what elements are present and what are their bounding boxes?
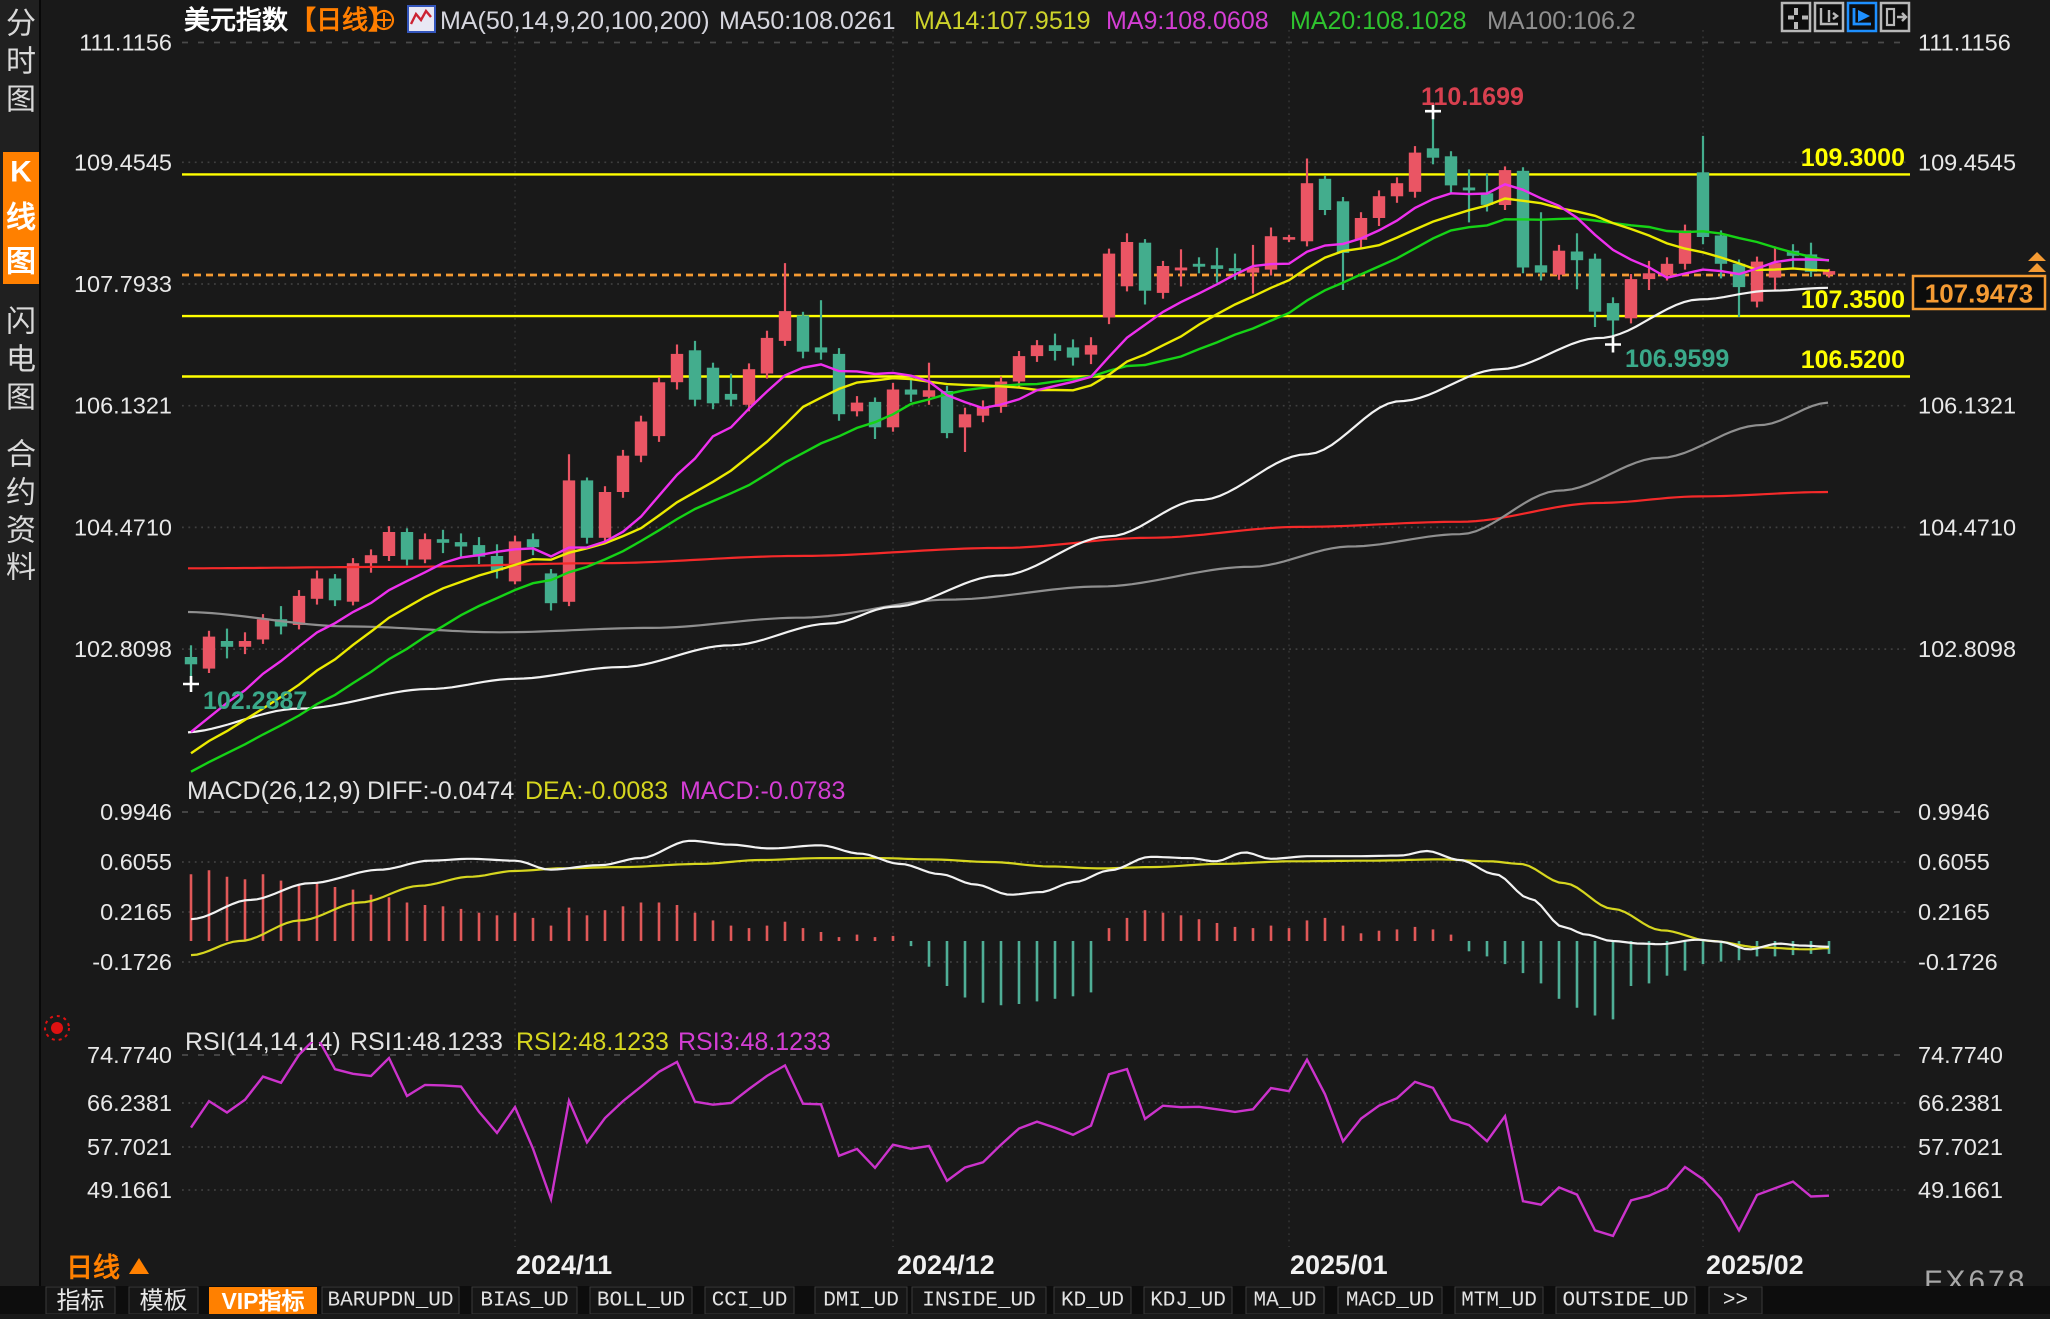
svg-text:>>: >>: [1723, 1290, 1748, 1313]
svg-text:74.7740: 74.7740: [1918, 1042, 2003, 1068]
svg-text:0.9946: 0.9946: [1918, 799, 1990, 825]
svg-text:OUTSIDE_UD: OUTSIDE_UD: [1562, 1290, 1688, 1313]
svg-text:106.5200: 106.5200: [1801, 346, 1905, 374]
svg-text:MA14:107.9519: MA14:107.9519: [914, 7, 1091, 35]
svg-text:BIAS_UD: BIAS_UD: [480, 1290, 568, 1313]
svg-text:RSI1:48.1233: RSI1:48.1233: [350, 1028, 503, 1056]
svg-text:MACD:-0.0783: MACD:-0.0783: [680, 777, 845, 805]
svg-text:106.1321: 106.1321: [1918, 393, 2016, 419]
svg-text:111.1156: 111.1156: [1918, 30, 2011, 56]
svg-text:MA(50,14,9,20,100,200): MA(50,14,9,20,100,200): [440, 7, 710, 35]
svg-text:分: 分: [6, 8, 36, 41]
svg-text:BOLL_UD: BOLL_UD: [597, 1290, 685, 1313]
svg-text:INSIDE_UD: INSIDE_UD: [922, 1290, 1035, 1313]
svg-text:电: 电: [6, 344, 36, 377]
svg-text:KDJ_UD: KDJ_UD: [1150, 1290, 1226, 1313]
svg-text:111.1156: 111.1156: [79, 30, 172, 56]
svg-text:VIP指标: VIP指标: [221, 1288, 304, 1314]
svg-text:110.1699: 110.1699: [1421, 83, 1524, 111]
svg-text:线: 线: [6, 202, 36, 235]
svg-text:日线: 日线: [66, 1253, 120, 1283]
svg-text:闪: 闪: [6, 306, 36, 339]
svg-text:【日线】: 【日线】: [290, 5, 394, 35]
svg-text:106.1321: 106.1321: [74, 393, 172, 419]
svg-text:0.6055: 0.6055: [100, 849, 172, 875]
svg-text:图: 图: [6, 246, 36, 279]
svg-text:MA9:108.0608: MA9:108.0608: [1106, 7, 1269, 35]
svg-text:KD_UD: KD_UD: [1061, 1290, 1124, 1313]
svg-text:合: 合: [6, 439, 36, 472]
svg-text:MA100:106.2: MA100:106.2: [1487, 7, 1636, 35]
svg-text:MACD(26,12,9): MACD(26,12,9): [187, 777, 361, 805]
svg-text:约: 约: [6, 477, 36, 510]
svg-text:104.4710: 104.4710: [74, 514, 172, 540]
svg-text:MA_UD: MA_UD: [1253, 1290, 1316, 1313]
svg-text:0.2165: 0.2165: [100, 899, 172, 925]
svg-text:102.2887: 102.2887: [203, 687, 307, 715]
svg-text:74.7740: 74.7740: [87, 1042, 172, 1068]
svg-text:109.4545: 109.4545: [74, 149, 172, 175]
svg-text:107.7933: 107.7933: [74, 271, 172, 297]
svg-text:2024/11: 2024/11: [516, 1250, 612, 1280]
svg-text:104.4710: 104.4710: [1918, 514, 2016, 540]
svg-text:图: 图: [6, 84, 36, 117]
svg-text:DMI_UD: DMI_UD: [823, 1290, 899, 1313]
svg-text:DIFF:-0.0474: DIFF:-0.0474: [367, 777, 514, 805]
svg-text:RSI(14,14,14): RSI(14,14,14): [185, 1028, 341, 1056]
svg-text:模板: 模板: [140, 1288, 188, 1315]
svg-text:BARUPDN_UD: BARUPDN_UD: [327, 1290, 453, 1313]
svg-text:102.8098: 102.8098: [74, 636, 172, 662]
svg-text:MA50:108.0261: MA50:108.0261: [719, 7, 896, 35]
svg-text:CCI_UD: CCI_UD: [712, 1290, 788, 1313]
svg-text:MA20:108.1028: MA20:108.1028: [1290, 7, 1467, 35]
svg-text:106.9599: 106.9599: [1625, 345, 1729, 373]
svg-text:指标: 指标: [57, 1288, 105, 1315]
svg-text:-0.1726: -0.1726: [92, 949, 172, 975]
svg-text:K: K: [10, 156, 32, 189]
svg-text:2025/02: 2025/02: [1706, 1250, 1804, 1280]
svg-text:美元指数: 美元指数: [184, 5, 289, 35]
svg-text:66.2381: 66.2381: [87, 1090, 172, 1116]
svg-text:2024/12: 2024/12: [897, 1250, 995, 1280]
svg-text:0.6055: 0.6055: [1918, 849, 1990, 875]
svg-text:0.2165: 0.2165: [1918, 899, 1990, 925]
svg-text:资: 资: [6, 515, 36, 548]
svg-text:0.9946: 0.9946: [100, 799, 172, 825]
svg-text:时: 时: [6, 46, 36, 79]
svg-text:66.2381: 66.2381: [1918, 1090, 2003, 1116]
svg-text:49.1661: 49.1661: [1918, 1177, 2003, 1203]
svg-text:RSI3:48.1233: RSI3:48.1233: [678, 1028, 831, 1056]
svg-text:-0.1726: -0.1726: [1918, 949, 1998, 975]
svg-text:2025/01: 2025/01: [1290, 1250, 1388, 1280]
svg-text:RSI2:48.1233: RSI2:48.1233: [516, 1028, 669, 1056]
svg-text:109.4545: 109.4545: [1918, 149, 2016, 175]
svg-text:料: 料: [6, 552, 36, 585]
svg-text:MACD_UD: MACD_UD: [1346, 1290, 1434, 1313]
svg-text:107.3500: 107.3500: [1801, 286, 1905, 314]
svg-text:图: 图: [6, 382, 36, 415]
svg-text:DEA:-0.0083: DEA:-0.0083: [525, 777, 668, 805]
svg-text:107.9473: 107.9473: [1925, 279, 2033, 309]
svg-text:102.8098: 102.8098: [1918, 636, 2016, 662]
svg-text:57.7021: 57.7021: [87, 1134, 172, 1160]
svg-text:57.7021: 57.7021: [1918, 1134, 2003, 1160]
svg-text:49.1661: 49.1661: [87, 1177, 172, 1203]
svg-text:109.3000: 109.3000: [1801, 144, 1905, 172]
svg-text:MTM_UD: MTM_UD: [1461, 1290, 1537, 1313]
